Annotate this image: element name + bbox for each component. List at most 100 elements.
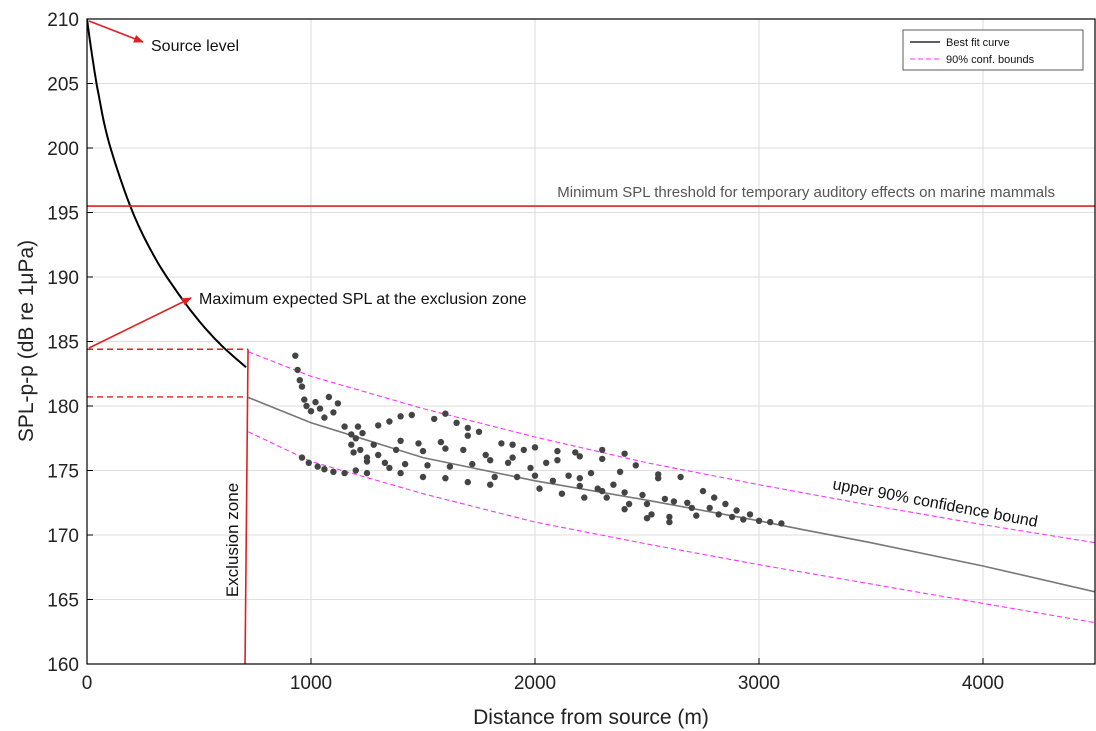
data-point [305,459,312,466]
data-point [778,520,785,527]
legend: Best fit curve 90% conf. bounds [902,29,1084,71]
data-point [341,469,348,477]
data-point [509,441,516,448]
data-point [330,468,337,475]
upper-confidence-bound [248,351,1095,544]
data-point [386,418,393,425]
data-point [581,494,588,501]
data-point [397,437,404,444]
data-point [643,515,651,522]
data-point [464,424,471,432]
data-point [354,423,362,430]
data-point [498,440,505,447]
source-level-label: Source level [151,38,239,55]
data-point [375,422,382,429]
data-point [341,423,348,430]
data-point [661,495,669,503]
data-point [728,513,736,521]
data-point [437,438,445,446]
y-tick-label: 190 [47,268,79,289]
max-expected-arrow-upper [88,297,192,349]
legend-bounds-label: 90% conf. bounds [946,54,1035,66]
data-point [565,472,572,479]
data-point [316,405,324,412]
data-point [576,482,583,490]
data-point [740,516,747,523]
data-point [424,462,431,469]
data-point [767,518,774,526]
data-point [520,446,527,454]
data-point [527,464,534,472]
data-point [632,462,639,469]
y-tick-label: 200 [47,139,79,160]
data-point [558,490,566,497]
data-point [460,446,467,454]
data-point [348,441,355,448]
x-axis-title: Distance from source (m) [473,706,709,729]
data-point [513,473,521,481]
data-point [469,460,476,468]
data-point [359,429,366,437]
data-point [572,449,579,456]
data-point [670,498,678,505]
data-point [666,518,673,526]
data-point [755,517,763,524]
y-tick-label: 160 [47,655,79,676]
data-point [554,447,561,455]
y-tick-label: 195 [47,204,79,225]
data-point [531,444,539,451]
data-point [599,446,606,454]
y-tick-label: 170 [47,526,79,547]
max-expected-label: Maximum expected SPL at the exclusion zo… [199,291,527,308]
data-point [314,463,321,470]
data-point [475,428,483,435]
data-point [352,435,359,442]
data-point [303,402,310,410]
data-point [325,393,333,401]
data-point [334,400,342,407]
best-fit-far-field [246,396,1095,593]
grid-lines [86,18,1095,665]
exclusion-zone-label: Exclusion zone [223,483,242,597]
data-point [321,466,328,473]
data-point [419,473,427,481]
data-point [715,511,722,518]
data-point [491,473,498,481]
data-point [348,431,355,438]
data-point [482,451,489,459]
data-point [419,447,427,455]
data-point [599,487,606,495]
data-point [733,507,740,514]
data-point [531,472,539,479]
data-point [587,469,595,477]
data-point [446,463,454,470]
source-level-arrow [88,20,144,43]
data-point [616,468,624,475]
y-axis-title: SPL-p-p (dB re 1μPa) [15,240,38,442]
data-point [415,440,422,447]
data-point [408,411,415,419]
data-point [711,494,718,501]
x-tick-label: 2000 [514,673,556,694]
data-point [621,450,628,457]
data-point [746,511,754,518]
data-point [648,511,655,518]
data-point [307,408,315,415]
data-point [621,489,628,496]
data-point [397,413,404,420]
data-point [321,414,328,421]
data-point [431,415,438,423]
x-axis-ticks: 0 1000 2000 3000 4000 [82,658,1004,694]
y-tick-label: 205 [47,75,79,96]
data-point [397,469,404,477]
best-fit-curve [87,19,1095,593]
legend-fit-label: Best fit curve [946,37,1010,49]
data-point [509,454,516,461]
data-point [357,446,364,454]
data-point [453,419,460,426]
legend-box [902,29,1084,71]
data-point [442,445,449,452]
y-tick-label: 185 [47,333,79,354]
x-tick-label: 0 [82,673,93,694]
x-tick-label: 1000 [290,673,332,694]
